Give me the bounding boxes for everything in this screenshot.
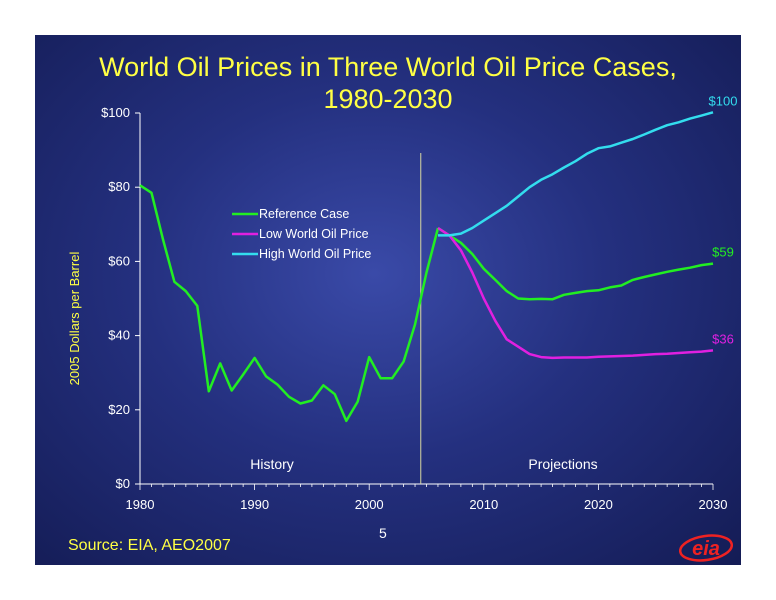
chart-title-line-2: 1980-2030: [323, 84, 453, 114]
end-value-label: $100: [709, 93, 738, 108]
logo-text: eia: [692, 538, 720, 560]
y-axis-label: 2005 Dollars per Barrel: [67, 252, 82, 386]
x-tick-label: 2010: [469, 497, 498, 512]
end-value-label: $59: [712, 245, 734, 260]
history-line: [139, 184, 440, 423]
y-tick-label: $100: [101, 105, 130, 120]
legend-entry: High World Oil Price: [259, 247, 371, 261]
x-tick-label: 1980: [126, 497, 155, 512]
y-tick-label: $20: [108, 402, 130, 417]
eia-logo: eia: [679, 534, 733, 562]
source-note: Source: EIA, AEO2007: [68, 537, 231, 554]
chart-labels: History Projections $59 $36 $100: [250, 93, 737, 472]
slide: World Oil Prices in Three World Oil Pric…: [35, 35, 741, 565]
legend: Reference Case Low World Oil Price High Wo…: [232, 207, 371, 261]
y-tick-label: $80: [108, 179, 130, 194]
legend-entry: Low World Oil Price: [259, 227, 369, 241]
end-value-label: $36: [712, 331, 734, 346]
y-tick-label: $0: [116, 476, 130, 491]
y-tick-label: $60: [108, 253, 130, 268]
axes: $0 $20 $40 $60 $80 $100 1980 1990 2000 2010 2020 20…: [67, 105, 727, 512]
series-line-1: [437, 226, 714, 301]
legend-entry: Reference Case: [259, 207, 349, 221]
x-tick-label: 2020: [584, 497, 613, 512]
oil-price-chart: $0 $20 $40 $60 $80 $100 1980 1990 2000 2010 2020 20…: [67, 93, 737, 512]
series-line-2: [437, 226, 714, 360]
chart-title-line-1: World Oil Prices in Three World Oil Pric…: [99, 52, 677, 82]
page-number: 5: [379, 525, 387, 541]
series-line-3: [438, 111, 714, 237]
x-tick-label: 2030: [699, 497, 728, 512]
projections-label: Projections: [528, 456, 597, 472]
series-lines: [139, 111, 714, 423]
y-tick-label: $40: [108, 328, 130, 343]
x-tick-label: 1990: [240, 497, 269, 512]
history-label: History: [250, 456, 294, 472]
x-tick-label: 2000: [355, 497, 384, 512]
